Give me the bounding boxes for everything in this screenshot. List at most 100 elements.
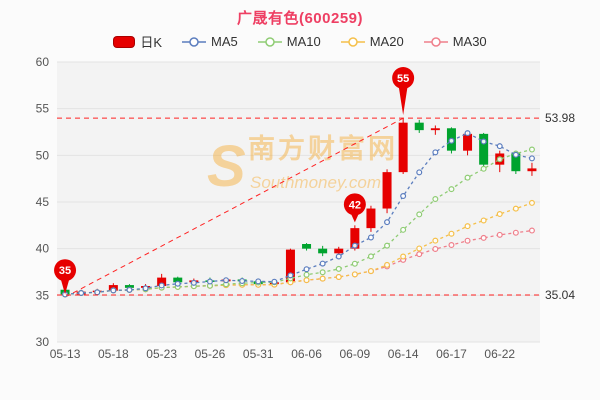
candle-body	[382, 172, 392, 209]
ma20-marker	[480, 217, 487, 224]
ma5-marker	[512, 151, 519, 158]
y-axis-label: 50	[36, 148, 50, 162]
legend-item-ma30[interactable]: MA30	[423, 34, 487, 49]
watermark-name: 南方财富网	[248, 133, 398, 164]
ma5-marker	[400, 193, 407, 200]
y-axis-label: 35	[36, 288, 50, 302]
ma10-marker	[448, 186, 455, 193]
candle-body	[414, 122, 424, 131]
candle-body	[366, 208, 376, 229]
ma20-marker	[416, 245, 423, 252]
ma20-marker	[496, 211, 503, 218]
legend-item-ma20[interactable]: MA20	[340, 34, 404, 49]
ma5-marker	[448, 137, 455, 144]
ma20-marker	[367, 268, 374, 275]
ma5-marker	[110, 287, 117, 294]
ma5-marker	[367, 234, 374, 241]
ma5-marker	[142, 285, 149, 292]
legend-item-ma10[interactable]: MA10	[257, 34, 321, 49]
ma30-marker	[528, 227, 535, 234]
candle-body	[430, 128, 440, 131]
y-axis-label: 40	[36, 242, 50, 256]
ma10-marker	[496, 156, 503, 163]
ma5-marker	[158, 282, 165, 289]
x-axis-label: 06-22	[484, 347, 515, 361]
candle-body	[463, 133, 473, 151]
ma20-marker	[303, 277, 310, 284]
legend-label: MA20	[369, 34, 404, 49]
watermark-domain: Southmoney.com	[250, 173, 381, 192]
daily-k-icon	[113, 35, 136, 48]
ma30-marker	[432, 245, 439, 252]
ma10-marker	[384, 242, 391, 249]
reference-price-label: 53.98	[545, 111, 575, 125]
ma20-marker	[335, 273, 342, 280]
ma10-marker	[416, 211, 423, 218]
candle-body	[350, 228, 360, 249]
ma20-marker	[432, 237, 439, 244]
ma5-marker	[255, 278, 262, 285]
ma5-marker	[335, 253, 342, 260]
candle-body	[479, 133, 489, 165]
ma5-marker	[239, 277, 246, 284]
legend-item-daily-k[interactable]: 日K	[113, 32, 162, 51]
ma20-marker	[512, 205, 519, 212]
candle-body	[527, 168, 537, 172]
ma30-marker	[464, 237, 471, 244]
ma5-marker	[126, 286, 133, 293]
ma10-marker	[367, 253, 374, 260]
ma5-marker	[351, 242, 358, 249]
ma20-marker	[319, 275, 326, 282]
legend-item-ma5[interactable]: MA5	[182, 34, 238, 49]
ma30-marker	[448, 242, 455, 249]
ma30-marker	[496, 231, 503, 238]
candle-body	[124, 285, 134, 288]
ma5-marker	[190, 279, 197, 286]
candle-body	[285, 249, 295, 283]
x-axis-label: 05-23	[146, 347, 177, 361]
ma30-marker-icon	[423, 36, 448, 47]
ma20-marker	[528, 199, 535, 206]
legend-label: 日K	[140, 35, 163, 50]
ma10-marker	[351, 260, 358, 267]
legend-label: MA10	[286, 34, 321, 49]
ma5-marker	[528, 155, 535, 162]
x-axis-label: 05-18	[98, 347, 129, 361]
ma5-marker	[496, 143, 503, 150]
ma5-marker	[432, 149, 439, 156]
ma10-marker	[432, 196, 439, 203]
ma5-marker	[287, 272, 294, 279]
price-badge-pointer	[398, 86, 408, 115]
ma20-marker	[384, 261, 391, 268]
ma5-marker	[319, 260, 326, 267]
chart-legend: 日K MA5 MA10 MA20 MA30	[0, 32, 600, 51]
ma5-marker	[464, 130, 471, 137]
page-title: 广晟有色(600259)	[236, 10, 364, 27]
x-axis-label: 06-14	[388, 347, 419, 361]
ma10-marker	[303, 271, 310, 278]
ma10-marker	[464, 174, 471, 181]
ma10-marker	[400, 226, 407, 233]
ma10-marker	[319, 269, 326, 276]
ma5-marker-icon	[182, 36, 207, 47]
candle-body	[398, 122, 408, 173]
ma20-marker	[400, 253, 407, 260]
ma20-marker	[448, 230, 455, 237]
trend-line	[64, 117, 404, 298]
candle-body	[173, 277, 183, 283]
southmoney-logo-icon: S	[207, 134, 246, 199]
y-axis-label: 60	[36, 55, 50, 69]
reference-price-label: 35.04	[545, 288, 575, 302]
y-axis-label: 30	[36, 335, 50, 349]
x-axis-label: 05-26	[195, 347, 226, 361]
ma10-marker	[480, 165, 487, 172]
ma30-marker	[416, 251, 423, 258]
ma10-marker	[528, 146, 535, 153]
candle-body	[318, 248, 328, 254]
ma5-marker	[271, 278, 278, 285]
ma20-marker	[351, 271, 358, 278]
candle-body	[511, 153, 521, 172]
ma5-marker	[223, 277, 230, 284]
